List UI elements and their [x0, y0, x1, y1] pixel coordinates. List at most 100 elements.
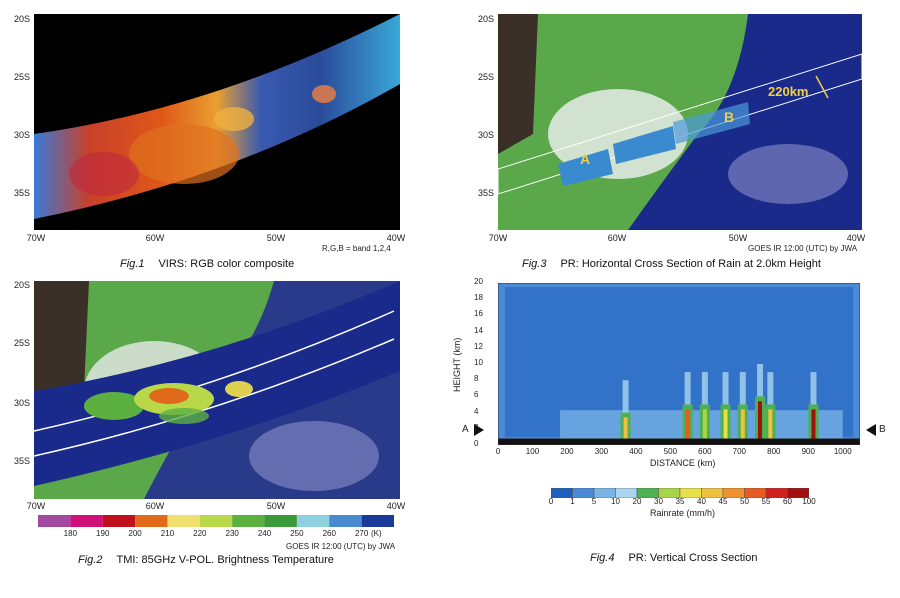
fig4-y-tick: 4 — [474, 406, 479, 416]
fig4-colorbar-swatch — [787, 488, 809, 498]
fig4-echo-top — [684, 372, 691, 405]
fig4-y-tick: 8 — [474, 374, 479, 384]
fig3-lat-label: 25S — [477, 72, 494, 82]
fig1-lon-label: 40W — [386, 233, 406, 243]
fig4-x-tick: 300 — [594, 447, 609, 456]
fig2-colorbar-tick: 200 — [128, 529, 142, 538]
fig4-x-tick: 100 — [525, 447, 540, 456]
fig4-colorbar-unit: Rainrate (mm/h) — [650, 508, 716, 518]
fig4-rain-core — [768, 409, 773, 439]
fig1-lon-label: 70W — [26, 233, 46, 243]
fig1-lat-label: 30S — [13, 130, 30, 140]
fig2-lat-label: 30S — [13, 398, 30, 408]
fig4-x-tick: 400 — [629, 447, 643, 456]
fig2-colorbar-swatch — [232, 515, 265, 527]
fig4-ylabel: HEIGHT (km) — [452, 337, 462, 392]
fig2-colorbar-swatch — [361, 515, 394, 527]
fig3-lon-label: 70W — [488, 233, 508, 243]
fig3-caption: Fig.3 PR: Horizontal Cross Section of Rai… — [522, 258, 821, 270]
fig4-x-tick: 200 — [560, 447, 574, 456]
fig4-rain-core — [702, 409, 707, 439]
fig4-rain-core — [811, 409, 816, 439]
fig4-echo-top — [622, 380, 629, 413]
fig3-lon-label: 40W — [846, 233, 866, 243]
fig4-echo-top — [767, 372, 774, 405]
fig4-echo-top — [810, 372, 817, 405]
fig4-colorbar-swatch — [551, 488, 573, 498]
fig2-lon-label: 60W — [145, 501, 165, 511]
fig4-marker-a-arrow-icon — [474, 424, 484, 436]
fig4-colorbar — [551, 488, 809, 498]
fig1-lat-label: 35S — [13, 188, 30, 198]
fig3-lat-label: 20S — [477, 14, 494, 24]
fig2-tmi-map — [34, 281, 400, 499]
fig4-colorbar-tick: 5 — [591, 497, 597, 506]
fig4-echo-top — [739, 372, 746, 405]
fig4-y-tick: 6 — [474, 390, 479, 400]
fig4-x-tick: 700 — [732, 447, 747, 456]
fig3-label: Fig.3 — [522, 258, 547, 270]
fig2-colorbar — [38, 515, 394, 527]
fig3-credit: GOES IR 12:00 (UTC) by JWA — [748, 244, 858, 253]
fig4-colorbar-tick: 40 — [697, 497, 706, 506]
fig4-label: Fig.4 — [590, 552, 615, 564]
fig4-marker-b-label: B — [879, 424, 886, 435]
fig2-colorbar-swatch — [296, 515, 330, 527]
fig2-caption: Fig.2 TMI: 85GHz V-POL. Brightness Temper… — [78, 554, 334, 566]
fig3-rain-map: A B 220km — [498, 14, 862, 230]
fig2-colorbar-tick: 220 — [193, 529, 207, 538]
fig4-colorbar-tick: 35 — [675, 497, 685, 506]
fig4-marker-a-label: A — [462, 424, 469, 435]
fig1-caption-text: VIRS: RGB color composite — [158, 258, 295, 270]
fig2-colorbar-tick: 210 — [160, 529, 175, 538]
fig2-colorbar-swatch — [264, 515, 297, 527]
fig2-colorbar-unit: (K) — [371, 529, 382, 538]
fig4-x-tick: 900 — [801, 447, 815, 456]
fig3-point-a: A — [580, 151, 590, 167]
fig4-rain-core — [758, 401, 763, 439]
fig3-swath-arrow — [815, 75, 829, 99]
fig4-caption: Fig.4 PR: Vertical Cross Section — [590, 552, 757, 564]
fig2-lat-label: 20S — [13, 280, 30, 290]
fig4-y-tick: 10 — [474, 358, 483, 367]
fig2-lon-label: 40W — [386, 501, 406, 511]
fig2-colorbar-tick: 180 — [63, 529, 78, 538]
fig2-colorbar-swatch — [167, 515, 200, 527]
fig4-marker-b-arrow-icon — [866, 424, 876, 436]
fig4-echo-top — [701, 372, 708, 405]
fig4-y-tick: 18 — [474, 293, 483, 303]
fig4-colorbar-tick: 100 — [802, 497, 816, 506]
fig4-colorbar-tick: 30 — [654, 497, 663, 506]
fig4-caption-text: PR: Vertical Cross Section — [628, 552, 758, 564]
fig2-lat-label: 35S — [13, 456, 30, 466]
fig4-y-tick: 16 — [474, 309, 483, 319]
fig2-colorbar-tick: 260 — [322, 529, 336, 538]
fig2-lon-label: 50W — [266, 501, 286, 511]
fig2-colorbar-tick: 250 — [290, 529, 304, 538]
fig4-rain-core — [740, 409, 745, 439]
fig2-colorbar-tick: 230 — [225, 529, 239, 538]
fig2-label: Fig.2 — [78, 554, 103, 566]
fig4-colorbar-tick: 10 — [611, 497, 620, 506]
fig4-colorbar-tick: 1 — [570, 497, 575, 506]
fig4-colorbar-swatch — [572, 488, 595, 498]
fig4-x-tick: 0 — [495, 447, 501, 456]
fig2-colorbar-swatch — [102, 515, 136, 527]
fig3-lon-label: 60W — [607, 233, 627, 243]
fig2-colorbar-swatch — [199, 515, 233, 527]
fig4-colorbar-tick: 45 — [718, 497, 728, 506]
fig2-colorbar-tick: 270 — [354, 529, 369, 538]
fig1-lon-label: 50W — [266, 233, 286, 243]
fig1-lat-label: 20S — [13, 14, 30, 24]
fig1-lat-label: 25S — [13, 72, 30, 82]
fig1-caption: Fig.1 VIRS: RGB color composite — [120, 258, 294, 270]
fig4-y-tick: 0 — [474, 439, 479, 448]
fig4-echo-top — [722, 372, 729, 405]
fig2-colorbar-swatch — [329, 515, 362, 527]
fig4-x-tick: 500 — [663, 447, 678, 456]
fig4-y-tick: 12 — [474, 341, 483, 351]
fig4-colorbar-tick: 0 — [548, 497, 554, 506]
fig1-bands-note: R,G,B = band 1,2,4 — [322, 244, 391, 253]
fig4-echo-top — [757, 364, 764, 397]
fig3-swath-width: 220km — [768, 84, 808, 99]
